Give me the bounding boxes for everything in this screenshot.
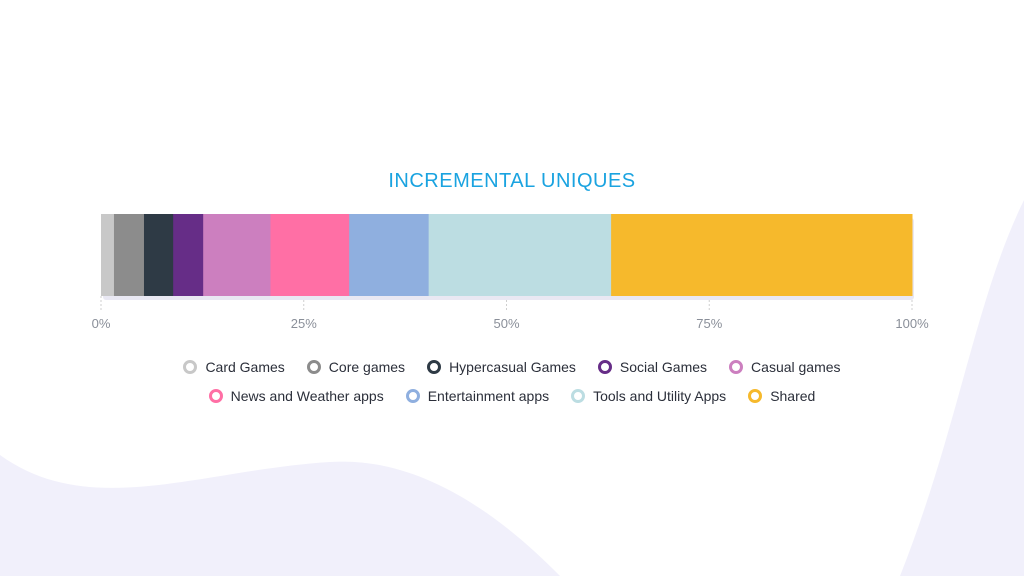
legend-ring-icon — [571, 389, 586, 403]
chart-title: INCREMENTAL UNIQUES — [388, 170, 636, 192]
x-tick-label: 75% — [696, 316, 722, 331]
legend-label: Shared — [770, 388, 816, 404]
legend-item[interactable]: Core games — [306, 359, 406, 375]
x-tick-label: 25% — [291, 316, 317, 331]
bar-segment-hypercasual-games[interactable] — [143, 214, 174, 296]
legend-ring-icon — [208, 389, 223, 403]
bar-segment-news-and-weather-apps[interactable] — [270, 214, 350, 296]
legend-row-2: News and Weather apps Entertainment apps T… — [0, 388, 1024, 404]
legend-ring-icon — [183, 360, 198, 374]
legend-ring-icon — [748, 389, 763, 403]
bar-segment-card-games[interactable] — [101, 214, 115, 296]
legend-item[interactable]: Entertainment apps — [405, 388, 550, 404]
legend-label: Casual games — [751, 359, 841, 375]
legend-item[interactable]: Casual games — [729, 359, 841, 375]
legend-item[interactable]: Tools and Utility Apps — [571, 388, 726, 404]
bar-segment-casual-games[interactable] — [203, 214, 271, 296]
legend-item[interactable]: Card Games — [183, 359, 285, 375]
legend-ring-icon — [306, 360, 321, 374]
bar-segment-core-games[interactable] — [113, 214, 145, 296]
gridlines — [100, 296, 913, 312]
legend-label: Core games — [328, 359, 406, 375]
legend-ring-icon — [597, 360, 612, 374]
legend-item[interactable]: Social Games — [597, 359, 708, 375]
legend-label: Entertainment apps — [427, 388, 550, 404]
bar-segment-shared[interactable] — [611, 214, 913, 296]
legend-item[interactable]: Shared — [748, 388, 815, 404]
legend-row-1: Card Games Core games Hypercasual Games Soc… — [0, 359, 1024, 375]
x-axis-ticks: 0% 25% 50% 75% 100% — [92, 316, 929, 331]
legend-item[interactable]: News and Weather apps — [208, 388, 384, 404]
legend-label: News and Weather apps — [230, 388, 384, 404]
bar-segment-social-games[interactable] — [173, 214, 204, 296]
legend-ring-icon — [427, 360, 442, 374]
legend-label: Tools and Utility Apps — [593, 388, 727, 404]
bar-segment-tools-and-utility-apps[interactable] — [428, 214, 612, 296]
x-tick-label: 0% — [92, 316, 111, 331]
legend-ring-icon — [405, 389, 420, 403]
bar-segments — [101, 214, 914, 300]
legend-label: Card Games — [205, 359, 285, 375]
legend-ring-icon — [729, 360, 744, 374]
x-tick-label: 100% — [895, 316, 929, 331]
legend-label: Hypercasual Games — [449, 359, 576, 375]
legend-label: Social Games — [619, 359, 708, 375]
legend-item[interactable]: Hypercasual Games — [427, 359, 576, 375]
x-tick-label: 50% — [493, 316, 519, 331]
bar-segment-entertainment-apps[interactable] — [349, 214, 430, 296]
